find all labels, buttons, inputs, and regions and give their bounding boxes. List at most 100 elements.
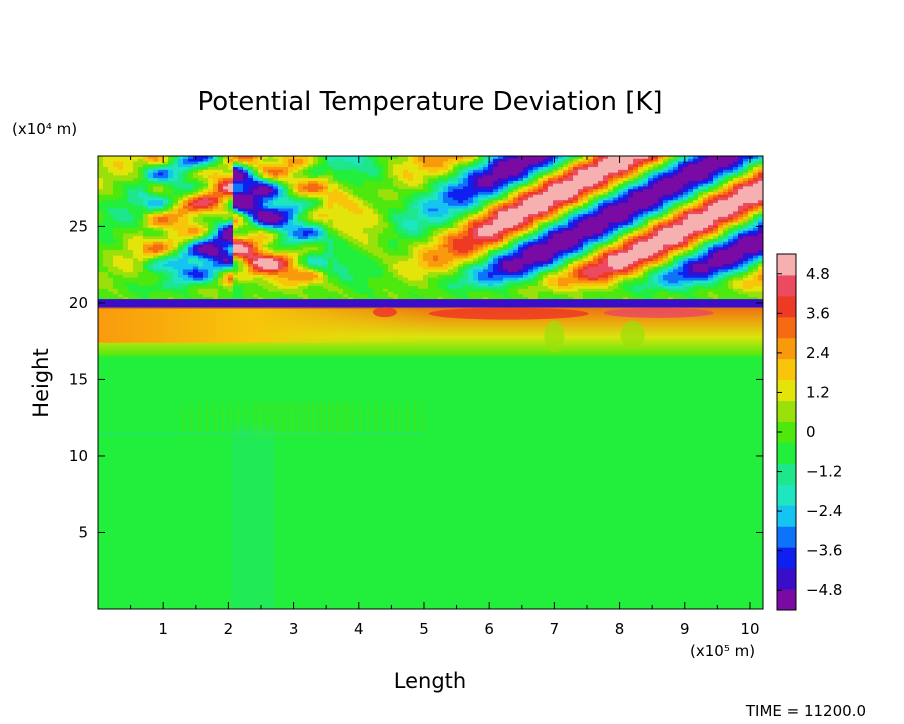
heatmap-cell xyxy=(753,203,759,207)
heatmap-cell xyxy=(138,241,144,246)
heatmap-cell xyxy=(438,191,444,196)
heatmap-cell xyxy=(503,172,509,176)
heatmap-cell xyxy=(328,203,334,207)
heatmap-cell xyxy=(343,178,349,182)
heatmap-cell xyxy=(333,227,339,232)
heatmap-cell xyxy=(178,250,184,254)
heatmap-cell xyxy=(353,203,359,207)
heatmap-cell xyxy=(248,211,254,215)
heatmap-cell xyxy=(718,180,724,185)
heatmap-cell xyxy=(448,200,454,204)
heatmap-cell xyxy=(738,161,744,165)
heatmap-cell xyxy=(323,167,329,171)
heatmap-cell xyxy=(338,169,344,174)
heatmap-cell xyxy=(698,175,704,179)
heatmap-cell xyxy=(353,178,359,182)
heatmap-cell xyxy=(723,205,729,210)
heatmap-cell xyxy=(268,180,274,185)
heatmap-cell xyxy=(363,169,369,174)
heatmap-cell xyxy=(718,203,724,207)
heatmap-cell xyxy=(403,250,409,254)
heatmap-cell xyxy=(258,186,264,190)
heatmap-cell xyxy=(113,233,119,237)
heatmap-cell xyxy=(388,197,394,201)
heatmap-cell xyxy=(488,250,494,254)
heatmap-cell xyxy=(388,180,394,185)
heatmap-cell xyxy=(253,175,259,179)
heatmap-cell xyxy=(303,156,309,160)
heatmap-cell xyxy=(128,225,134,229)
heatmap-cell xyxy=(538,227,544,232)
heatmap-cell xyxy=(553,183,559,188)
heatmap-cell xyxy=(123,219,129,223)
heatmap-cell xyxy=(498,219,504,223)
heatmap-cell xyxy=(758,156,763,160)
heatmap-cell xyxy=(428,216,434,221)
heatmap-cell xyxy=(583,169,589,174)
heatmap-cell xyxy=(713,186,719,190)
heatmap-cell xyxy=(508,191,514,196)
heatmap-cell xyxy=(298,194,304,199)
heatmap-cell xyxy=(263,236,269,240)
heatmap-cell xyxy=(558,164,564,168)
heatmap-cell xyxy=(508,236,514,240)
heatmap-cell xyxy=(418,225,424,229)
heatmap-cell xyxy=(638,167,644,171)
heatmap-cell xyxy=(173,164,179,168)
heatmap-cell xyxy=(383,197,389,201)
heatmap-cell xyxy=(308,169,314,174)
heatmap-cell xyxy=(233,233,239,237)
heatmap-cell xyxy=(558,227,564,232)
heatmap-cell xyxy=(138,175,144,179)
heatmap-cell xyxy=(258,222,264,226)
heatmap-cell xyxy=(358,191,364,196)
heatmap-cell xyxy=(248,164,254,168)
heatmap-cell xyxy=(663,167,669,171)
heatmap-cell xyxy=(193,172,199,176)
heatmap-cell xyxy=(753,167,759,171)
heatmap-cell xyxy=(178,186,184,190)
heatmap-cell xyxy=(503,164,509,168)
heatmap-cell xyxy=(568,203,574,207)
heatmap-cell xyxy=(493,183,499,188)
heatmap-cell xyxy=(713,225,719,229)
heatmap-cell xyxy=(228,252,234,257)
heatmap-cell xyxy=(598,236,604,240)
heatmap-cell xyxy=(318,227,324,232)
heatmap-cell xyxy=(218,247,224,251)
heatmap-cell xyxy=(453,211,459,215)
heatmap-cell xyxy=(248,175,254,179)
heatmap-cell xyxy=(693,191,699,196)
heatmap-cell xyxy=(343,156,349,160)
heatmap-cell xyxy=(103,167,109,171)
heatmap-cell xyxy=(443,211,449,215)
heatmap-cell xyxy=(188,225,194,229)
heatmap-cell xyxy=(398,169,404,174)
heatmap-cell xyxy=(753,175,759,179)
heatmap-cell xyxy=(663,230,669,235)
heatmap-cell xyxy=(688,227,694,232)
heatmap-cell xyxy=(373,161,379,165)
heatmap-cell xyxy=(353,194,359,199)
heatmap-cell xyxy=(303,239,309,243)
heatmap-cell xyxy=(673,200,679,204)
heatmap-cell xyxy=(743,208,749,212)
y-scale-label: (x10⁴ m) xyxy=(12,120,77,138)
heatmap-cell xyxy=(738,227,744,232)
heatmap-cell xyxy=(598,219,604,223)
heatmap-cell xyxy=(288,247,294,251)
heatmap-cell xyxy=(568,167,574,171)
heatmap-cell xyxy=(133,200,139,204)
heatmap-cell xyxy=(528,225,534,229)
heatmap-cell xyxy=(418,214,424,218)
heatmap-cell xyxy=(383,227,389,232)
heatmap-cell xyxy=(98,230,104,235)
heatmap-cell xyxy=(178,167,184,171)
heatmap-cell xyxy=(328,219,334,223)
heatmap-cell xyxy=(703,252,709,257)
heatmap-cell xyxy=(113,178,119,182)
heatmap-cell xyxy=(233,189,239,193)
heatmap-cell xyxy=(533,230,539,235)
heatmap-cell xyxy=(748,158,754,163)
heatmap-cell xyxy=(418,230,424,235)
